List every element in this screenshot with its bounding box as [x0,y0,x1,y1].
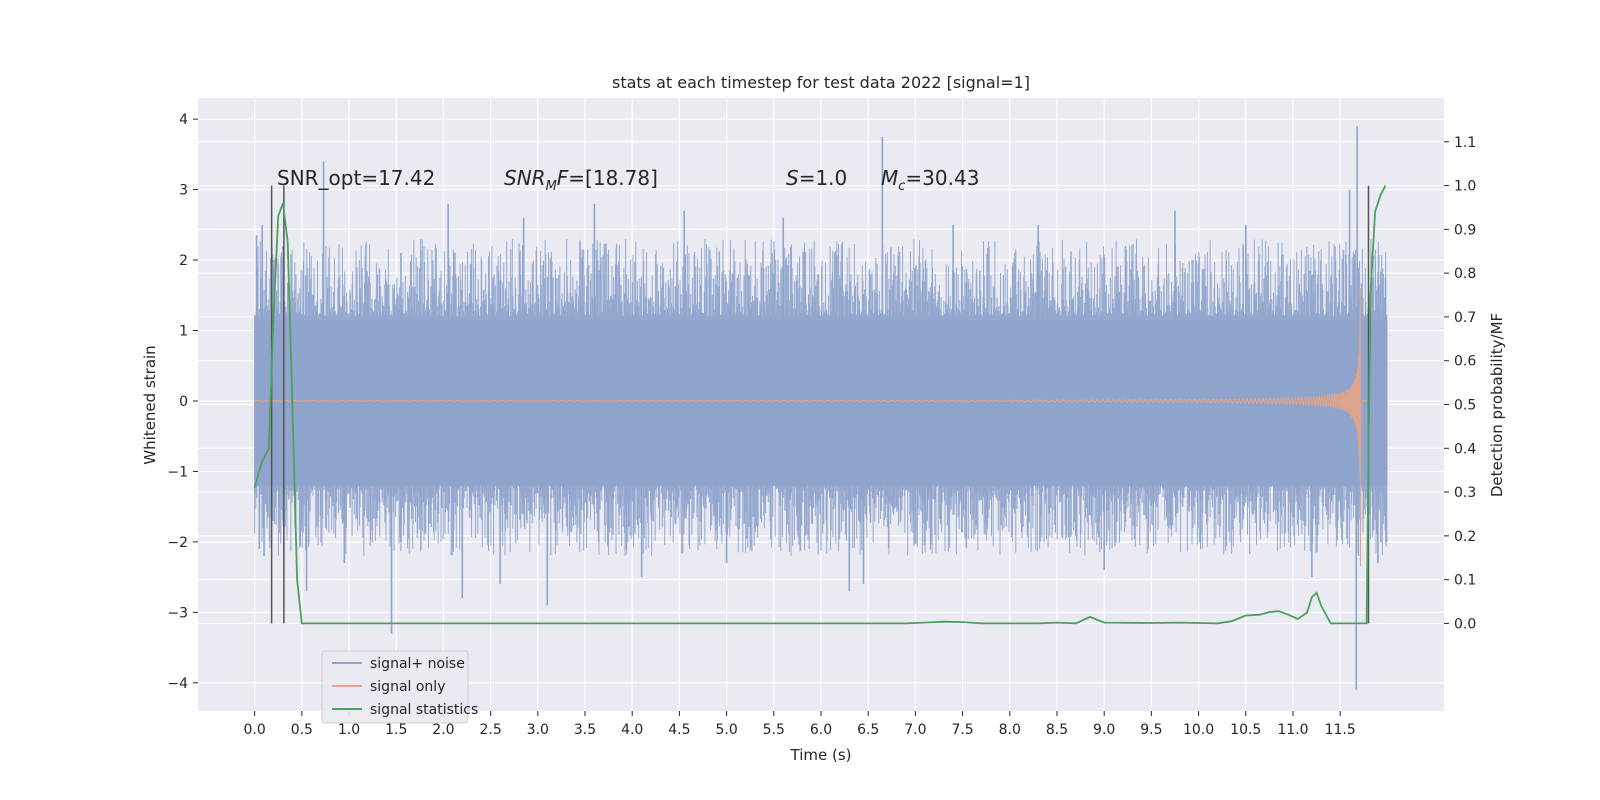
signal-chirp [254,287,1369,567]
statistics-line [253,185,1387,625]
legend-label-signal-statistics: signal statistics [370,702,478,718]
legend-label-signal-only: signal only [370,679,445,695]
x-tick-label: 0.5 [291,722,313,738]
y-right-tick-label: 0.2 [1454,529,1476,545]
y-axis-right-title: Detection probability/MF [1488,313,1506,497]
legend-label-signal-noise: signal+ noise [370,656,465,672]
x-axis-ticks: 0.0 0.5 1.0 1.5 2.0 2.5 3.0 3.5 4.0 4.5 5.0 5.5 6.0 6… [244,711,1356,738]
y-right-tick-label: 1.1 [1454,135,1476,151]
y-tick-label: −1 [167,464,188,480]
annotation-snr-mf: SNRMF=[18.78] [504,166,658,194]
x-tick-label: 5.5 [763,722,785,738]
y-axis-right-ticks: 0.0 0.1 0.2 0.3 0.4 0.5 0.6 0.7 0.8 0.9 1.0 1.1 [1444,135,1476,632]
y-tick-label: 2 [179,253,188,269]
annotation-s: S=1.0 [786,166,847,190]
y-right-tick-label: 0.0 [1454,616,1476,632]
annotation-snr-opt: SNR_opt=17.42 [277,166,435,190]
x-tick-label: 10.0 [1183,722,1214,738]
x-tick-label: 1.5 [385,722,407,738]
y-tick-label: 0 [179,394,188,410]
y-tick-label: 1 [179,324,188,340]
series-signal-noise [254,126,1388,690]
x-tick-label: 4.0 [621,722,643,738]
y-tick-label: 3 [179,183,188,199]
y-tick-label: 4 [179,112,188,128]
annotations: SNR_opt=17.42 SNRMF=[18.78] S=1.0 Mc=30.… [277,166,979,194]
annotation-mc: Mc=30.43 [881,166,979,194]
x-tick-label: 4.5 [668,722,690,738]
x-tick-label: 1.0 [338,722,360,738]
noise-band [254,319,1388,486]
y-right-tick-label: 0.7 [1454,310,1476,326]
y-right-tick-label: 0.8 [1454,266,1476,282]
series-signal-only [254,287,1369,567]
y-right-tick-label: 0.6 [1454,354,1476,370]
chart-title: stats at each timestep for test data 202… [612,73,1030,92]
x-tick-label: 8.0 [999,722,1021,738]
x-tick-label: 9.5 [1140,722,1162,738]
x-tick-label: 10.5 [1230,722,1261,738]
x-tick-label: 6.0 [810,722,832,738]
y-tick-label: −4 [167,676,188,692]
y-right-tick-label: 0.4 [1454,441,1476,457]
y-right-tick-label: 0.3 [1454,485,1476,501]
y-axis-title: Whitened strain [141,345,159,464]
y-right-tick-label: 0.9 [1454,222,1476,238]
x-tick-label: 6.5 [857,722,879,738]
y-right-tick-label: 0.1 [1454,573,1476,589]
x-tick-label: 2.0 [432,722,454,738]
y-axis-ticks: −4 −3 −2 −1 0 1 2 3 4 [167,112,198,692]
legend-box [321,650,469,724]
x-tick-label: 5.0 [715,722,737,738]
x-tick-label: 9.0 [1093,722,1115,738]
x-tick-label: 11.0 [1277,722,1308,738]
x-tick-label: 2.5 [479,722,501,738]
x-tick-label: 0.0 [244,722,266,738]
y-right-tick-label: 0.5 [1454,398,1476,414]
series-signal-statistics [253,185,1387,625]
y-right-tick-label: 1.0 [1454,179,1476,195]
legend: signal+ noise signal only signal statist… [321,650,478,724]
x-tick-label: 11.5 [1325,722,1356,738]
x-tick-label: 8.5 [1046,722,1068,738]
y-tick-label: −3 [167,605,188,621]
x-tick-label: 7.5 [951,722,973,738]
x-tick-label: 3.5 [574,722,596,738]
x-tick-label: 7.0 [904,722,926,738]
x-tick-label: 3.0 [527,722,549,738]
y-tick-label: −2 [167,535,188,551]
x-axis-title: Time (s) [790,746,852,764]
